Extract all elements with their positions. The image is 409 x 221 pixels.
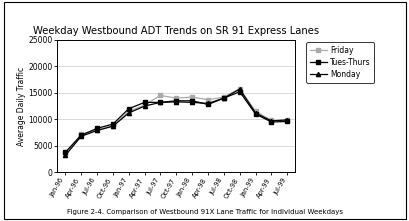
Monday (284, 118, 289, 121)
FancyBboxPatch shape (4, 2, 405, 219)
Friday (189, 96, 194, 98)
Friday (142, 104, 147, 106)
Line: Friday: Friday (63, 86, 289, 156)
Monday (63, 154, 67, 157)
Text: Figure 2-4. Comparison of Westbound 91X Lane Traffic for Individual Weekdays: Figure 2-4. Comparison of Westbound 91X … (67, 210, 342, 215)
Tues-Thurs (189, 99, 194, 102)
Monday (221, 97, 226, 99)
Tues-Thurs (110, 123, 115, 126)
Tues-Thurs (205, 103, 210, 106)
Friday (268, 119, 273, 122)
Friday (284, 119, 289, 122)
Tues-Thurs (221, 97, 226, 99)
Tues-Thurs (142, 101, 147, 104)
Legend: Friday, Tues-Thurs, Monday: Friday, Tues-Thurs, Monday (306, 42, 373, 83)
Title: Weekday Westbound ADT Trends on SR 91 Express Lanes: Weekday Westbound ADT Trends on SR 91 Ex… (33, 26, 319, 36)
Line: Monday: Monday (63, 87, 289, 158)
Friday (110, 124, 115, 127)
Monday (79, 135, 83, 138)
Monday (110, 125, 115, 128)
Friday (221, 96, 226, 98)
Tues-Thurs (63, 151, 67, 154)
Monday (126, 112, 131, 114)
Y-axis label: Average Daily Traffic: Average Daily Traffic (16, 67, 25, 146)
Friday (63, 152, 67, 155)
Friday (237, 87, 242, 90)
Monday (173, 101, 178, 103)
Monday (268, 120, 273, 122)
Monday (142, 105, 147, 107)
Friday (79, 133, 83, 135)
Monday (157, 101, 162, 104)
Line: Tues-Thurs: Tues-Thurs (63, 90, 289, 154)
Monday (189, 101, 194, 104)
Tues-Thurs (126, 107, 131, 110)
Monday (252, 112, 257, 114)
Monday (94, 129, 99, 132)
Tues-Thurs (173, 99, 178, 102)
Monday (205, 102, 210, 105)
Friday (94, 129, 99, 131)
Monday (237, 88, 242, 90)
Friday (252, 110, 257, 113)
Tues-Thurs (237, 90, 242, 93)
Friday (126, 110, 131, 113)
Tues-Thurs (284, 120, 289, 123)
Friday (173, 97, 178, 99)
Tues-Thurs (157, 101, 162, 104)
Tues-Thurs (94, 127, 99, 130)
Tues-Thurs (79, 134, 83, 137)
Friday (157, 94, 162, 97)
Tues-Thurs (268, 121, 273, 123)
Friday (205, 98, 210, 101)
Tues-Thurs (252, 113, 257, 115)
